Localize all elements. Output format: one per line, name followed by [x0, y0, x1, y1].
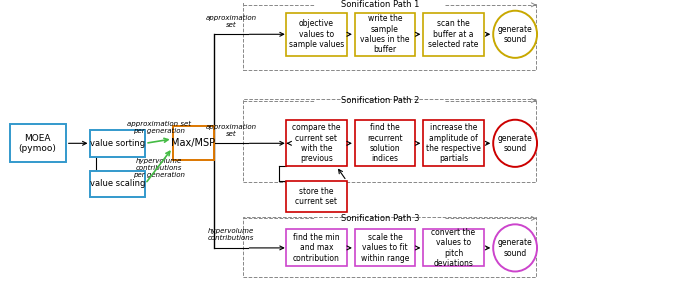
FancyBboxPatch shape [423, 229, 484, 266]
Text: generate
sound: generate sound [498, 25, 532, 44]
Text: hypervolume
contributions: hypervolume contributions [208, 228, 254, 241]
FancyBboxPatch shape [286, 181, 347, 212]
FancyBboxPatch shape [173, 126, 214, 160]
Bar [243, 217, 536, 277]
FancyBboxPatch shape [355, 120, 415, 166]
Text: Max/MSP: Max/MSP [171, 138, 215, 148]
FancyBboxPatch shape [90, 130, 145, 156]
Text: approximation set
per generation: approximation set per generation [127, 120, 191, 134]
Text: value scaling: value scaling [90, 179, 145, 188]
Text: Sonification Path 2: Sonification Path 2 [341, 96, 419, 105]
Text: increase the
amplitude of
the respective
partials: increase the amplitude of the respective… [426, 123, 481, 163]
Text: hypervolume
contributions
per generation: hypervolume contributions per generation [133, 158, 185, 178]
Text: find the min
and max
contribution: find the min and max contribution [293, 233, 340, 263]
Text: convert the
values to
pitch
deviations: convert the values to pitch deviations [432, 228, 475, 268]
FancyBboxPatch shape [90, 170, 145, 197]
Text: objective
values to
sample values: objective values to sample values [289, 19, 344, 49]
Text: approximation
set: approximation set [206, 123, 256, 136]
Text: generate
sound: generate sound [498, 134, 532, 153]
Text: generate
sound: generate sound [498, 238, 532, 257]
FancyBboxPatch shape [286, 120, 347, 166]
Text: approximation
set: approximation set [206, 15, 256, 28]
Text: scale the
values to fit
within range: scale the values to fit within range [361, 233, 409, 263]
Text: Sonification Path 3: Sonification Path 3 [341, 214, 419, 223]
Text: write the
sample
values in the
buffer: write the sample values in the buffer [360, 14, 410, 55]
FancyBboxPatch shape [286, 229, 347, 266]
Text: value sorting: value sorting [90, 139, 145, 148]
Text: find the
recurrent
solution
indices: find the recurrent solution indices [367, 123, 403, 163]
Text: store the
current set: store the current set [295, 187, 338, 206]
FancyBboxPatch shape [355, 13, 415, 56]
Text: compare the
current set
with the
previous: compare the current set with the previou… [292, 123, 340, 163]
Text: scan the
buffer at a
selected rate: scan the buffer at a selected rate [428, 19, 479, 49]
Text: Sonification Path 1: Sonification Path 1 [341, 0, 419, 9]
Bar [243, 99, 536, 181]
Bar [243, 2, 536, 70]
FancyBboxPatch shape [423, 13, 484, 56]
FancyBboxPatch shape [10, 124, 66, 162]
FancyBboxPatch shape [355, 229, 415, 266]
Text: MOEA
(pymoo): MOEA (pymoo) [18, 134, 57, 153]
FancyBboxPatch shape [286, 13, 347, 56]
FancyBboxPatch shape [423, 120, 484, 166]
